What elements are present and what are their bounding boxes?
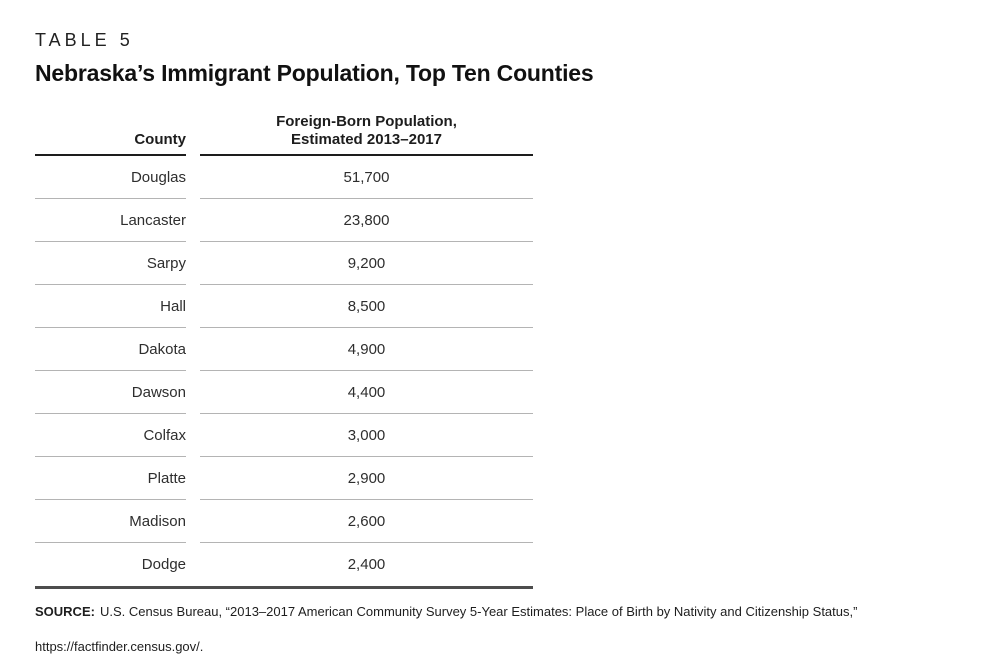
table-row: Dakota 4,900 [35, 328, 533, 371]
value-cell: 51,700 [200, 156, 533, 199]
county-column-header: County [35, 131, 186, 156]
table-row: Sarpy 9,200 [35, 242, 533, 285]
value-cell: 2,600 [200, 500, 533, 543]
table-row: Hall 8,500 [35, 285, 533, 328]
value-cell: 4,400 [200, 371, 533, 414]
source-note: SOURCE: U.S. Census Bureau, “2013–2017 Am… [35, 599, 965, 624]
county-cell: Lancaster [35, 199, 186, 242]
county-cell: Douglas [35, 156, 186, 199]
table-row: Platte 2,900 [35, 457, 533, 500]
value-cell: 4,900 [200, 328, 533, 371]
table-row: Colfax 3,000 [35, 414, 533, 457]
data-table: County Foreign-Born Population, Estimate… [35, 113, 533, 589]
table-row: Dodge 2,400 [35, 543, 533, 586]
county-cell: Madison [35, 500, 186, 543]
value-cell: 2,400 [347, 556, 386, 573]
county-cell: Dawson [35, 371, 186, 414]
county-cell: Platte [35, 457, 186, 500]
table-title: Nebraska’s Immigrant Population, Top Ten… [35, 60, 594, 86]
source-url: https://factfinder.census.gov/. [35, 639, 204, 654]
source-label: SOURCE: [35, 604, 95, 619]
table-row: Lancaster 23,800 [35, 199, 533, 242]
value-cell: 3,000 [200, 414, 533, 457]
county-cell: Dakota [35, 328, 186, 371]
county-cell: Hall [35, 285, 186, 328]
value-cell: 23,800 [200, 199, 533, 242]
value-cell: 9,200 [200, 242, 533, 285]
source-text: U.S. Census Bureau, “2013–2017 American … [99, 604, 858, 619]
county-cell: Dodge [141, 556, 186, 573]
table-row: Dawson 4,400 [35, 371, 533, 414]
table-row: Madison 2,600 [35, 500, 533, 543]
county-cell: Colfax [35, 414, 186, 457]
population-column-header: Foreign-Born Population, Estimated 2013–… [200, 113, 533, 156]
table-row: Douglas 51,700 [35, 156, 533, 199]
table-body: Douglas 51,700 Lancaster 23,800 Sarpy 9,… [35, 156, 533, 589]
county-cell: Sarpy [35, 242, 186, 285]
table-number-label: TABLE 5 [35, 30, 134, 50]
value-cell: 8,500 [200, 285, 533, 328]
table-header-row: County Foreign-Born Population, Estimate… [35, 113, 533, 156]
population-column-header-line-2: Estimated 2013–2017 [291, 131, 442, 148]
value-cell: 2,900 [200, 457, 533, 500]
population-column-header-line-1: Foreign-Born Population, [276, 113, 457, 130]
